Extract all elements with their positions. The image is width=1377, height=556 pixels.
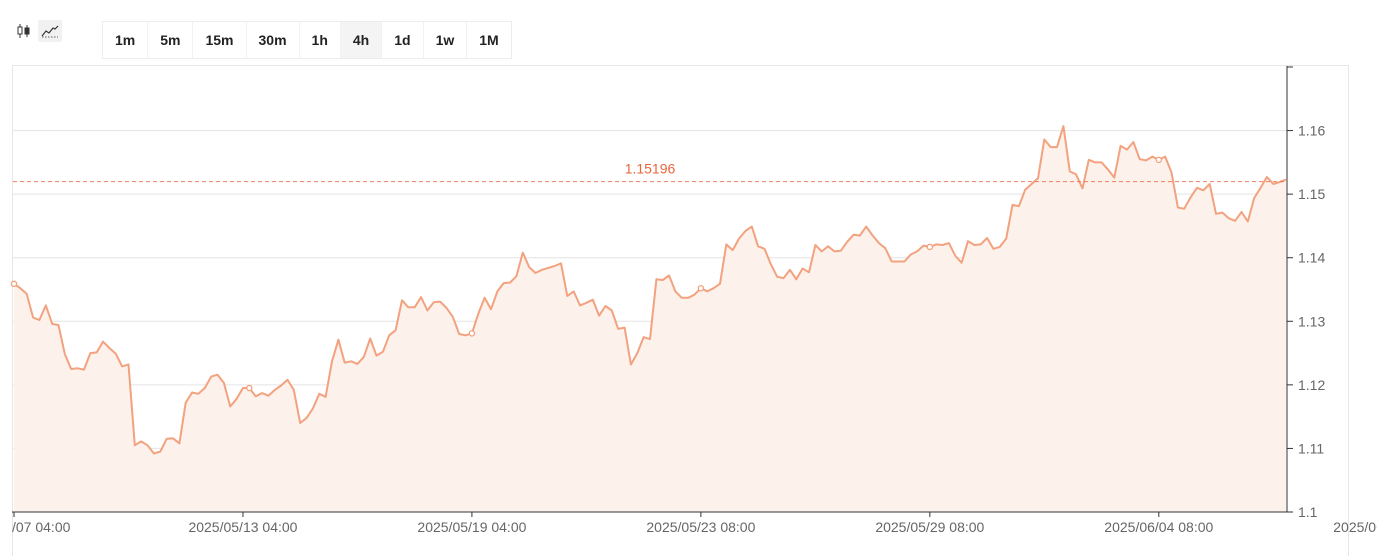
x-tick-label: 2025/06/10 08:00	[1333, 519, 1377, 535]
interval-5m-button[interactable]: 5m	[148, 22, 194, 58]
y-tick-label: 1.14	[1298, 250, 1325, 266]
x-tick-label: 2025/05/29 08:00	[875, 519, 984, 535]
y-tick-label: 1.13	[1298, 313, 1325, 329]
y-tick-label: 1.1	[1298, 504, 1318, 520]
x-tick-label: 2025/05/23 08:00	[646, 519, 755, 535]
x-tick-label: /07 04:00	[12, 519, 71, 535]
candlestick-icon	[16, 23, 32, 39]
data-point-marker	[697, 284, 705, 292]
candlestick-button[interactable]	[12, 20, 36, 42]
data-point-marker	[1155, 156, 1163, 164]
line-chart-button[interactable]	[38, 20, 62, 42]
line-chart-icon	[41, 24, 59, 38]
data-point-marker	[926, 243, 934, 251]
interval-1d-button[interactable]: 1d	[382, 22, 424, 58]
interval-15m-button[interactable]: 15m	[193, 22, 247, 58]
x-tick-label: 2025/05/13 04:00	[188, 519, 297, 535]
y-tick-label: 1.12	[1298, 377, 1325, 393]
x-tick-label: 2025/05/19 04:00	[417, 519, 526, 535]
data-point-marker	[468, 330, 476, 337]
y-tick-label: 1.11	[1298, 440, 1324, 456]
reference-label: 1.15196	[625, 161, 676, 177]
data-point-marker	[246, 384, 253, 392]
interval-1m-button[interactable]: 1m	[103, 22, 149, 58]
price-line	[13, 125, 1287, 455]
y-tick-label: 1.15	[1298, 186, 1325, 202]
x-tick-label: 2025/06/04 08:00	[1104, 519, 1213, 535]
interval-1w-button[interactable]: 1w	[424, 22, 468, 58]
area-fill	[14, 126, 1286, 512]
data-point-marker	[10, 280, 18, 288]
y-tick-label: 1.16	[1298, 123, 1325, 139]
interval-30m-button[interactable]: 30m	[247, 22, 300, 58]
interval-1h-button[interactable]: 1h	[300, 22, 341, 58]
interval-selector: 1m 5m 15m 30m 1h 4h 1d 1w 1M	[102, 21, 512, 59]
interval-1M-button[interactable]: 1M	[479, 32, 499, 48]
plot-frame	[12, 65, 1349, 556]
interval-4h-button[interactable]: 4h	[340, 22, 383, 58]
chart-type-switch	[12, 20, 62, 42]
